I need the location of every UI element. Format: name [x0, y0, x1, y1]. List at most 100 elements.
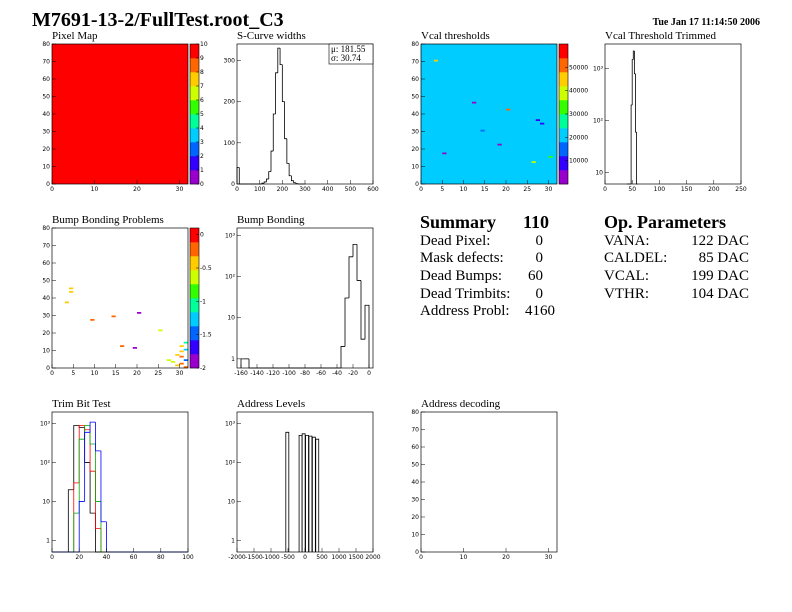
- chart-title: Pixel Map: [52, 30, 98, 42]
- y-tick-label: 70: [411, 59, 419, 66]
- summary-label: Dead Pixel:: [420, 233, 490, 249]
- heatmap-cell: [179, 345, 184, 347]
- x-tick-label: -80: [300, 370, 310, 377]
- x-tick-label: 15: [481, 186, 489, 193]
- parameters-title: Op. Parameters: [604, 212, 726, 232]
- colorbar-segment: [190, 72, 199, 87]
- x-tick-label: -2000: [228, 554, 246, 561]
- y-tick-label: 1: [231, 537, 235, 544]
- histogram-bin: [89, 462, 96, 514]
- summary-value: 60: [528, 268, 543, 284]
- heatmap-cell: [137, 312, 142, 314]
- x-tick-label: -1000: [262, 554, 280, 561]
- summary-value: 0: [536, 233, 544, 249]
- histogram-bin: [635, 73, 637, 133]
- histogram-bin: [279, 48, 283, 65]
- y-tick-label: 10: [42, 498, 50, 505]
- y-tick-label: 70: [42, 59, 50, 66]
- y-tick-label: 40: [411, 111, 419, 118]
- histogram-bin: [78, 438, 85, 514]
- colorbar-tick-label: 7: [200, 83, 204, 90]
- parameter-label: VTHR:: [604, 286, 649, 302]
- x-tick-label: 400: [322, 186, 334, 193]
- x-tick-label: 150: [681, 186, 693, 193]
- y-tick-label: 10: [411, 164, 419, 171]
- y-tick-label: 60: [42, 260, 50, 267]
- x-tick-label: 0: [50, 186, 54, 193]
- x-tick-label: 1500: [348, 554, 363, 561]
- chart-title: Vcal thresholds: [421, 30, 490, 42]
- histogram-bin: [348, 256, 353, 298]
- colorbar-tick-label: 8: [200, 69, 204, 76]
- x-tick-label: 300: [299, 186, 311, 193]
- colorbar-tick-label: -1: [200, 298, 206, 305]
- colorbar-tick-label: 6: [200, 97, 204, 104]
- colorbar-tick-label: 2: [200, 153, 204, 160]
- histogram-bin: [340, 346, 345, 368]
- x-tick-label: -500: [281, 554, 295, 561]
- colorbar-segment: [559, 86, 568, 101]
- heatmap-cell: [433, 59, 438, 62]
- parameter-label: VCAL:: [604, 268, 649, 284]
- colorbar-tick-label: 5: [200, 111, 204, 118]
- y-tick-label: 20: [411, 514, 419, 521]
- x-tick-label: 500: [316, 554, 328, 561]
- colorbar-segment: [559, 170, 568, 185]
- summary-label: Dead Trimbits:: [420, 286, 510, 302]
- x-tick-label: 100: [254, 186, 266, 193]
- y-tick-label: 80: [411, 409, 419, 416]
- y-tick-label: 20: [411, 146, 419, 153]
- y-tick-label: 50: [42, 278, 50, 285]
- histogram-bin: [100, 450, 107, 523]
- heatmap-cell: [540, 122, 545, 125]
- colorbar-segment: [190, 340, 199, 355]
- colorbar-segment: [559, 156, 568, 171]
- colorbar-tick-label: -0.5: [200, 265, 212, 272]
- heatmap-cell: [183, 348, 188, 351]
- x-tick-label: 10: [460, 554, 468, 561]
- histogram-bin: [95, 444, 101, 502]
- x-tick-label: 0: [603, 186, 607, 193]
- histogram-bin: [356, 244, 361, 281]
- colorbar-segment: [559, 100, 568, 115]
- histogram-bin: [293, 180, 296, 184]
- histogram-bin: [632, 50, 635, 60]
- colorbar-tick-label: 10000: [569, 158, 588, 165]
- chart-title: Bump Bonding Problems: [52, 214, 164, 226]
- x-tick-label: 30: [176, 370, 184, 377]
- y-tick-label: 10³: [225, 421, 236, 428]
- heatmap-cell: [175, 364, 180, 367]
- heatmap-cell: [548, 156, 553, 158]
- x-tick-label: 25: [154, 370, 162, 377]
- heatmap-cell: [158, 329, 163, 332]
- x-tick-label: 0: [235, 186, 239, 193]
- heatmap-cell: [171, 361, 176, 363]
- x-tick-label: 10: [91, 186, 99, 193]
- y-tick-label: 80: [411, 41, 419, 48]
- y-tick-label: 20: [42, 330, 50, 337]
- histogram-bin: [270, 150, 274, 172]
- heatmap-cell: [535, 119, 540, 121]
- heatmap-cell: [179, 350, 184, 353]
- chart-title: Address decoding: [421, 398, 501, 410]
- y-tick-label: 1: [231, 356, 235, 363]
- x-tick-label: 50: [628, 186, 636, 193]
- x-tick-label: -120: [266, 370, 280, 377]
- colorbar-tick-label: 50000: [569, 64, 588, 71]
- histogram-bin: [277, 47, 281, 73]
- colorbar-segment: [559, 44, 568, 59]
- colorbar-frame: [189, 227, 200, 369]
- parameter-value: 199 DAC: [691, 268, 749, 284]
- y-tick-label: 40: [411, 479, 419, 486]
- summary-count: 110: [523, 212, 549, 232]
- heatmap-fill: [52, 44, 188, 184]
- histogram-bin: [73, 425, 80, 490]
- y-tick-label: 30: [42, 129, 50, 136]
- y-tick-label: 70: [411, 427, 419, 434]
- heatmap-cell: [442, 152, 447, 155]
- x-tick-label: 30: [176, 186, 184, 193]
- x-tick-label: 5: [440, 186, 444, 193]
- histogram-bin: [78, 501, 85, 552]
- colorbar-tick-label: 1: [200, 167, 204, 174]
- heatmap-cell: [166, 359, 171, 361]
